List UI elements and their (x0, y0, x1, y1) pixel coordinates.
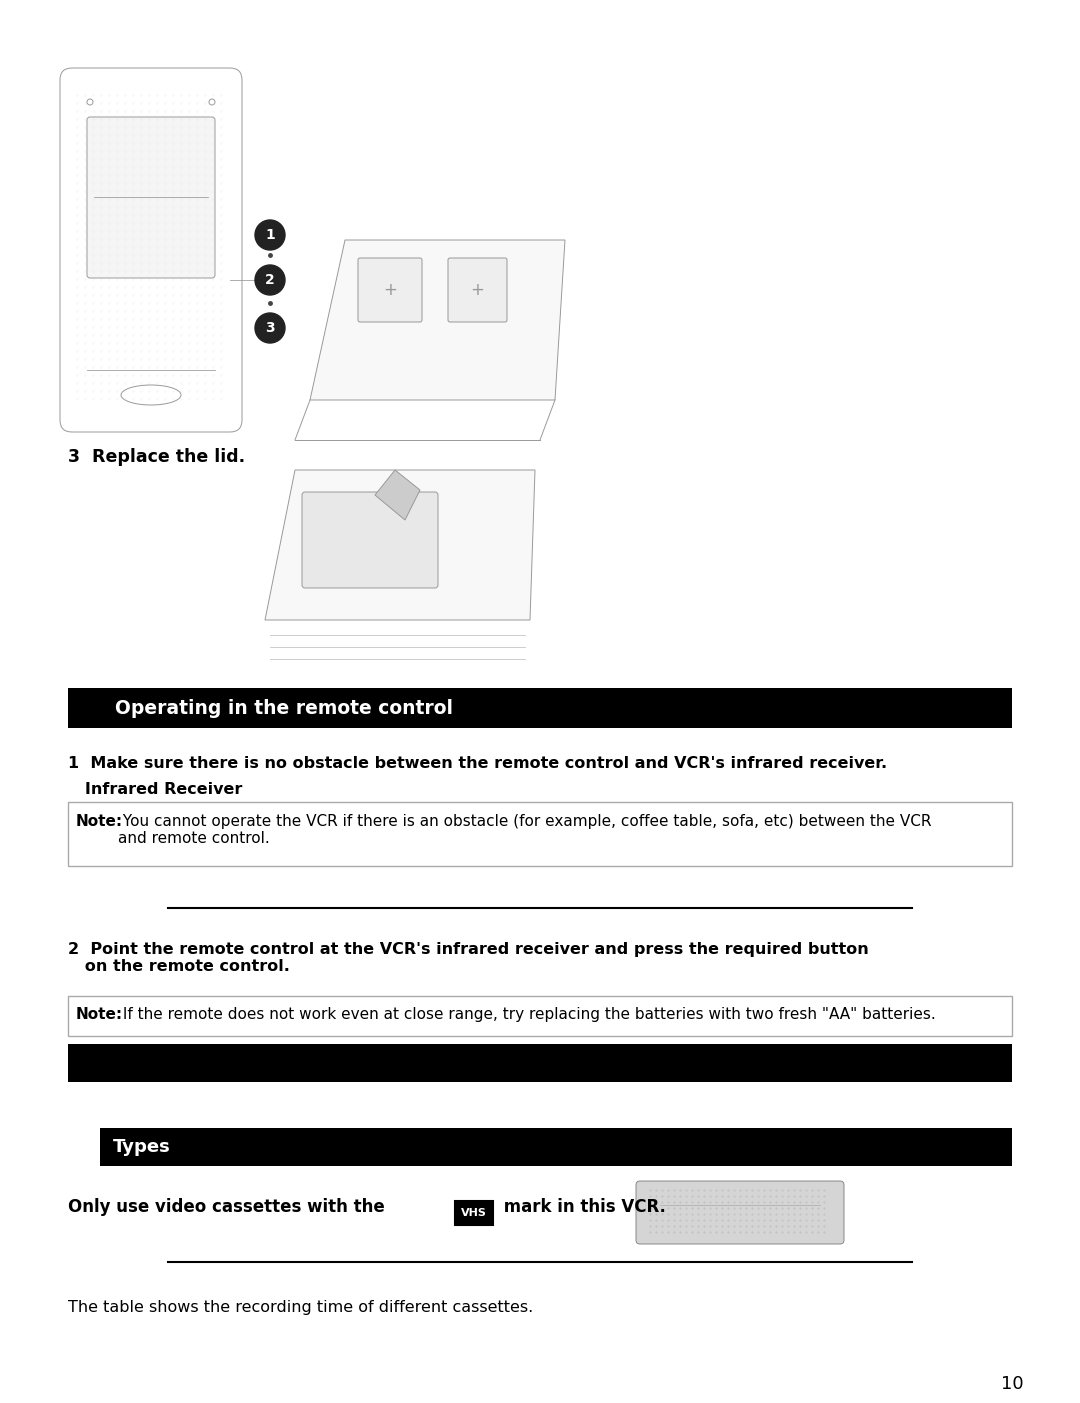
Text: Note:: Note: (76, 1007, 123, 1021)
Text: 1: 1 (265, 229, 275, 241)
Text: You cannot operate the VCR if there is an obstacle (for example, coffee table, s: You cannot operate the VCR if there is a… (118, 814, 931, 846)
Text: If the remote does not work even at close range, try replacing the batteries wit: If the remote does not work even at clos… (118, 1007, 935, 1021)
Polygon shape (310, 240, 565, 400)
Text: 10: 10 (1001, 1375, 1024, 1393)
Polygon shape (375, 470, 420, 521)
FancyBboxPatch shape (87, 116, 215, 278)
Circle shape (255, 313, 285, 342)
FancyBboxPatch shape (302, 492, 438, 588)
Text: Note:: Note: (76, 814, 123, 829)
Text: Infrared Receiver: Infrared Receiver (68, 781, 242, 797)
Bar (68, 996, 1012, 1035)
Circle shape (255, 220, 285, 250)
FancyBboxPatch shape (636, 1181, 843, 1244)
Text: mark in this VCR.: mark in this VCR. (498, 1198, 666, 1216)
Text: The table shows the recording time of different cassettes.: The table shows the recording time of di… (68, 1301, 534, 1315)
Polygon shape (265, 470, 535, 620)
FancyBboxPatch shape (448, 258, 507, 323)
Text: Only use video cassettes with the: Only use video cassettes with the (68, 1198, 391, 1216)
Text: +: + (470, 281, 484, 299)
Text: Types: Types (113, 1138, 171, 1156)
FancyBboxPatch shape (455, 1201, 492, 1225)
Text: 3  Replace the lid.: 3 Replace the lid. (68, 448, 245, 466)
Text: 2: 2 (265, 274, 275, 288)
FancyBboxPatch shape (60, 67, 242, 432)
Text: 1  Make sure there is no obstacle between the remote control and VCR's infrared : 1 Make sure there is no obstacle between… (68, 756, 887, 772)
Bar (100, 1128, 1012, 1166)
Bar (68, 803, 1012, 866)
Text: 3: 3 (266, 321, 274, 335)
Text: 2  Point the remote control at the VCR's infrared receiver and press the require: 2 Point the remote control at the VCR's … (68, 941, 868, 975)
Text: VHS: VHS (461, 1208, 487, 1218)
Bar (68, 1044, 1012, 1082)
Text: +: + (383, 281, 397, 299)
FancyBboxPatch shape (357, 258, 422, 323)
Bar (68, 687, 1012, 728)
Circle shape (255, 265, 285, 295)
Text: Operating in the remote control: Operating in the remote control (114, 699, 453, 717)
